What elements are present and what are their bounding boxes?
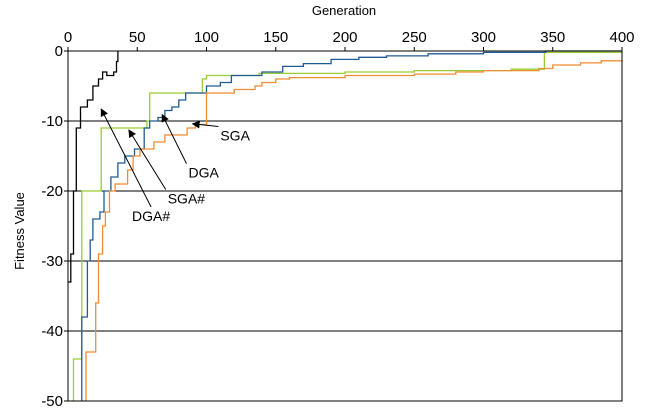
y-tick-label-3: -30 [41, 253, 63, 270]
annotation-arrow-2 [161, 113, 187, 164]
annotation-arrow-1 [128, 129, 167, 190]
y-tick-label-0: 0 [55, 43, 63, 60]
x-tick-label-0: 0 [64, 29, 72, 46]
series-line-dga-sharp [68, 51, 119, 283]
annotation-arrow-0 [100, 108, 152, 208]
annotation-label-0: DGA# [132, 208, 170, 224]
y-axis: 0 -10 -20 -30 -40 -50 [41, 43, 68, 410]
x-tick-label-3: 150 [263, 29, 288, 46]
x-tick-label-6: 300 [471, 29, 496, 46]
y-tick-label-1: -10 [41, 113, 63, 130]
series-line-dga [81, 50, 622, 401]
x-tick-label-1: 50 [129, 29, 146, 46]
x-tick-label-2: 100 [194, 29, 219, 46]
series-line-sga-sharp [72, 51, 622, 401]
y-tick-label-5: -50 [41, 393, 63, 410]
x-axis: 0 50 100 150 200 250 300 350 400 [64, 29, 635, 51]
x-tick-label-4: 200 [332, 29, 357, 46]
gridlines [68, 50, 622, 402]
x-tick-label-7: 350 [540, 29, 565, 46]
x-axis-title: Generation [312, 3, 376, 18]
y-tick-label-4: -40 [41, 323, 63, 340]
x-tick-label-5: 250 [402, 29, 427, 46]
series-annotations: DGA#SGA# DGA SGA [100, 108, 251, 224]
annotation-label-3: SGA [220, 128, 250, 144]
annotation-arrow-3 [191, 120, 219, 129]
annotation-label-2: DGA [188, 165, 219, 181]
plot-frame [67, 50, 623, 402]
y-tick-label-2: -20 [41, 183, 63, 200]
series-line-sga [85, 60, 622, 401]
y-axis-title: Fitness Value [12, 192, 27, 270]
series-lines [68, 50, 622, 401]
annotation-label-1: SGA# [168, 191, 206, 207]
x-tick-label-8: 400 [609, 29, 634, 46]
